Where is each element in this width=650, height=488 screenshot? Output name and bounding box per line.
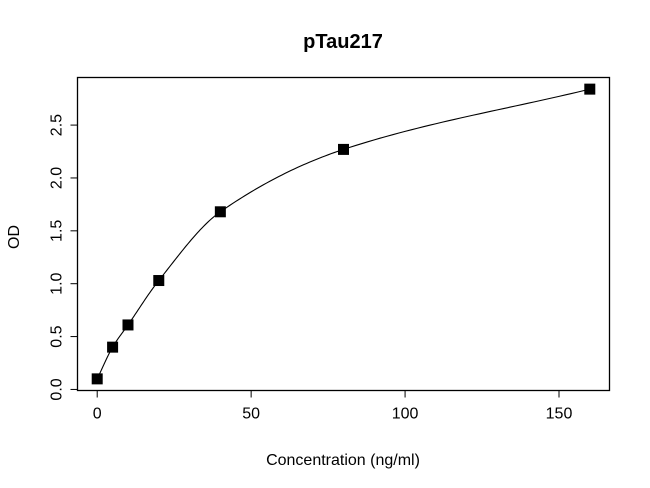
data-point xyxy=(122,319,134,331)
data-point xyxy=(214,206,226,218)
x-tick-label: 150 xyxy=(546,406,573,423)
y-tick-label: 1.0 xyxy=(49,272,66,294)
data-point xyxy=(338,143,349,155)
y-tick-label: 2.0 xyxy=(49,167,66,189)
data-point xyxy=(153,275,165,287)
fit-curve xyxy=(96,88,590,380)
y-tick-label: 2.5 xyxy=(49,114,66,136)
x-tick-label: 0 xyxy=(93,406,102,423)
x-tick-label: 50 xyxy=(242,406,260,423)
plot-frame xyxy=(76,76,611,392)
y-axis-label: OD xyxy=(6,225,23,249)
data-point xyxy=(107,341,119,353)
y-tick-label: 1.5 xyxy=(49,220,66,242)
y-tick-label: 0.5 xyxy=(49,325,66,347)
data-point xyxy=(91,373,103,385)
data-point xyxy=(584,83,596,95)
x-tick-label: 100 xyxy=(392,406,419,423)
y-tick-label: 0.0 xyxy=(49,378,66,400)
chart-title: pTau217 xyxy=(303,31,383,53)
x-axis-label: Concentration (ng/ml) xyxy=(266,452,420,469)
